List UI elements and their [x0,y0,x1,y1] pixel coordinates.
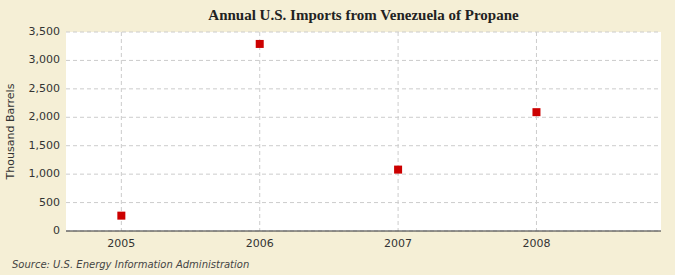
grid-line-y [66,174,661,175]
point [117,212,125,220]
grid-line-y [66,117,661,118]
grid-line-y [66,60,661,61]
grid-line-x [398,32,399,231]
chart: 0 500 1,000 1,500 2,000 2,500 3,000 3,500 2005 20… [0,0,675,275]
grid [66,32,661,231]
grid-line-y [66,88,661,89]
y-tick-label: 500 [39,196,60,209]
x-tick-label: 2007 [384,237,412,250]
y-tick-label: 2,500 [29,82,61,95]
background [0,0,675,275]
y-tick-label: 1,000 [29,167,61,180]
grid-line-x [536,32,537,231]
title: Annual U.S. Imports from Venezuela of Pr… [208,7,519,23]
y-tick-label: 3,500 [29,25,61,38]
y-tick-label: 1,500 [29,139,61,152]
x-tick-label: 2005 [107,237,135,250]
point [394,166,402,174]
point [532,108,540,116]
x-tick-label: 2008 [522,237,550,250]
y-tick-label: 2,000 [29,110,61,123]
grid-line-y [66,32,661,33]
x-axis-line [66,230,661,231]
grid-line-y [66,231,661,232]
grid-line-y [66,202,661,203]
point [256,40,264,48]
grid-line-y [66,145,661,146]
x-tick-label: 2006 [246,237,274,250]
y-tick-label: 0 [53,224,60,237]
source-note: Source: U.S. Energy Information Administ… [12,259,249,270]
grid-line-x [121,32,122,231]
grid-line-x [259,32,260,231]
plot-area [66,32,661,231]
series [117,40,540,220]
y-axis-label: Thousand Barrels [4,83,17,180]
y-tick-label: 3,000 [29,53,61,66]
